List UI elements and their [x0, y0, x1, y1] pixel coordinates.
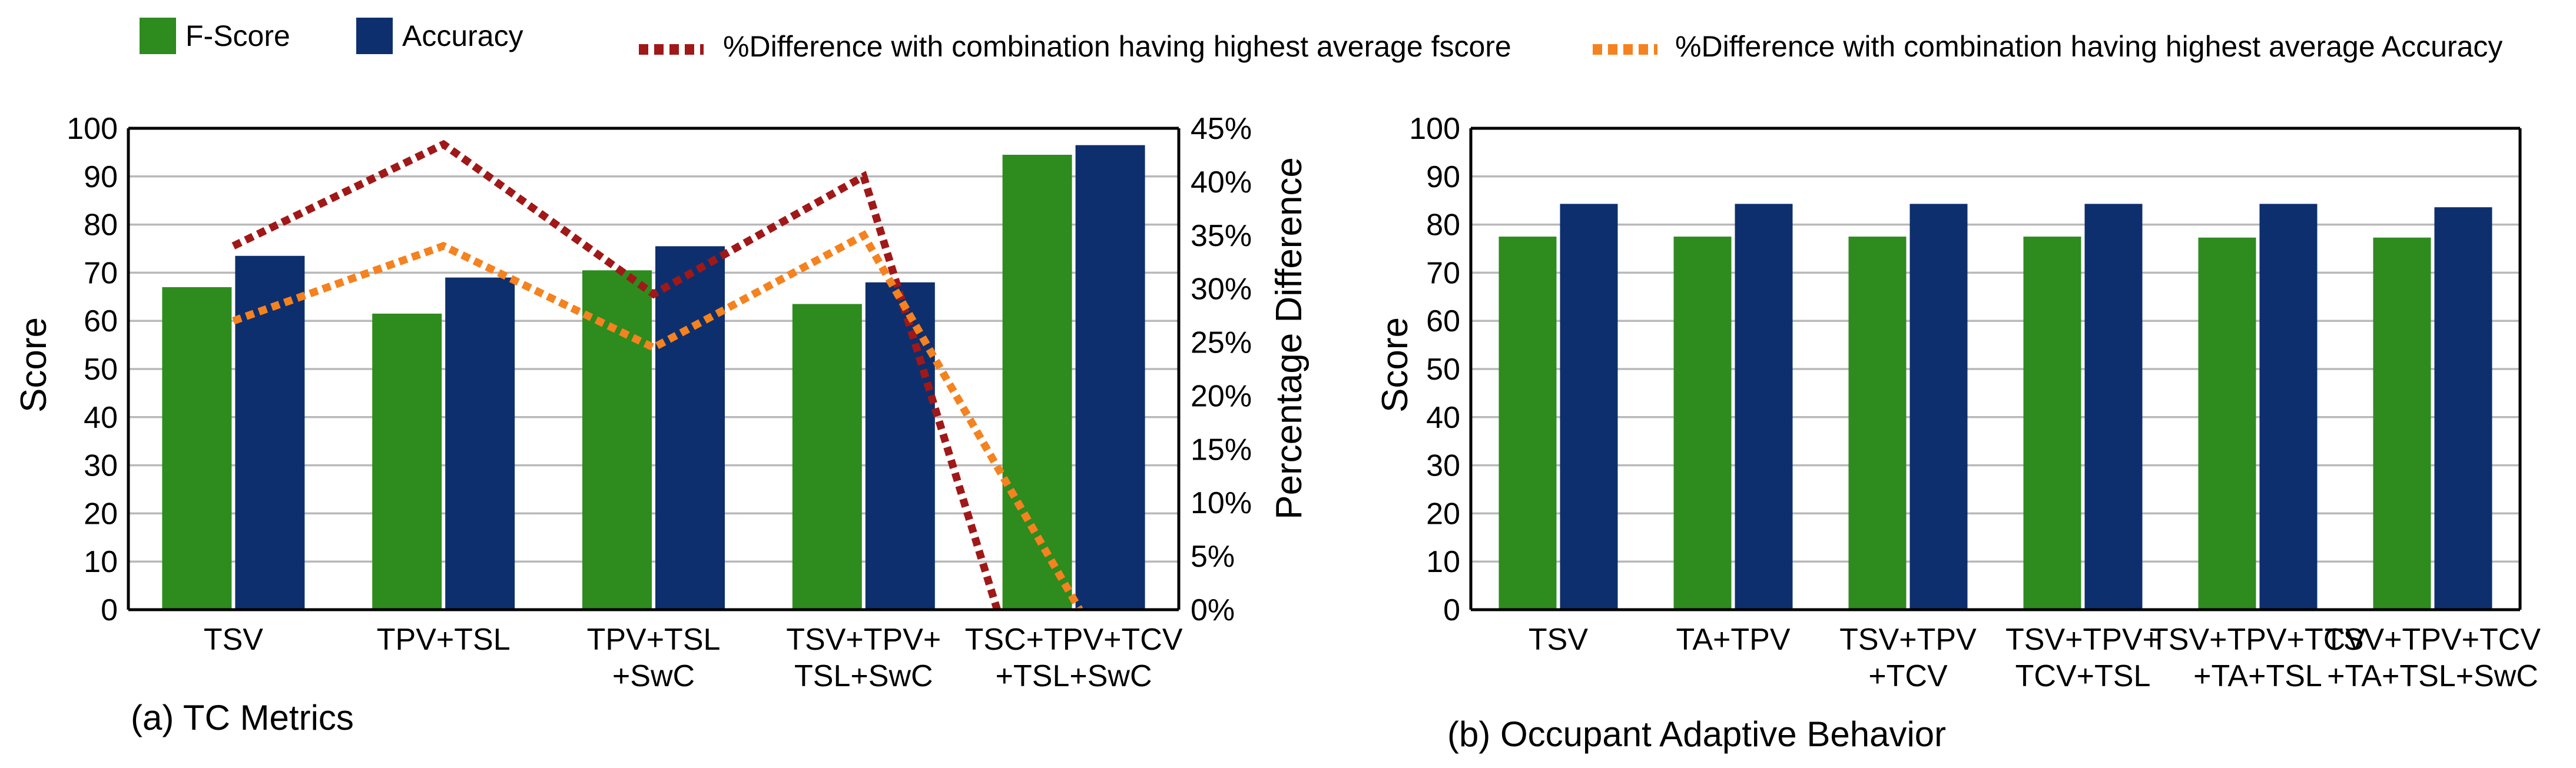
- y2-tick-label: 5%: [1191, 540, 1235, 574]
- panel-b-caption: (b) Occupant Adaptive Behavior: [1447, 714, 1946, 754]
- y-tick-label: 60: [84, 304, 118, 338]
- bar-fscore-3: [792, 304, 862, 610]
- bar-fscore-1: [1673, 237, 1732, 610]
- panel-a-caption: (a) TC Metrics: [131, 698, 354, 737]
- y2-tick-label: 15%: [1191, 433, 1252, 467]
- bar-fscore-2: [1848, 237, 1907, 610]
- x-tick-label: TPV+TSL: [377, 623, 510, 657]
- x-tick-label: +TSL+SwC: [996, 659, 1152, 693]
- panel-b-bars: [1498, 204, 2492, 610]
- bar-fscore-0: [1498, 237, 1557, 610]
- y-tick-label: 40: [84, 401, 118, 435]
- y-tick-label: 80: [1426, 208, 1460, 242]
- x-tick-label: +SwC: [612, 659, 695, 693]
- panel-a-tc-metrics: 0 10 20 30 40 50 60 70 80 90 100 0% 5% 10% 15% 20% 25% 3…: [14, 112, 1309, 737]
- x-tick-label: TSC+TPV+TCV: [965, 623, 1183, 657]
- x-tick-label: TSV+TPV+: [786, 623, 941, 657]
- y2-tick-label: 10%: [1191, 486, 1252, 520]
- y2-tick-label: 25%: [1191, 326, 1252, 360]
- bar-fscore-1: [372, 313, 442, 610]
- bar-fscore-5: [2373, 237, 2431, 610]
- bar-accuracy-2: [1909, 204, 1968, 610]
- line-diff-fscore: [231, 139, 1001, 611]
- bar-fscore-3: [2023, 237, 2081, 610]
- bar-fscore-2: [582, 270, 652, 610]
- y-tick-label: 50: [1426, 353, 1460, 387]
- y2-tick-label: 40%: [1191, 165, 1252, 200]
- legend-diff-fscore-label: %Difference with combination having high…: [723, 30, 1511, 63]
- legend-diff-accuracy-label: %Difference with combination having high…: [1675, 30, 2502, 63]
- x-tick-label: TA+TPV: [1676, 623, 1790, 657]
- y-tick-label: 20: [1426, 497, 1460, 531]
- legend-accuracy-label: Accuracy: [402, 19, 523, 52]
- x-tick-label: TSV: [204, 623, 263, 657]
- x-tick-label: TSL+SwC: [794, 659, 933, 693]
- bar-fscore-4: [1002, 154, 1072, 610]
- bar-accuracy-1: [445, 277, 515, 610]
- y2-tick-label: 0%: [1191, 593, 1235, 627]
- y-tick-label: 0: [101, 593, 118, 627]
- y-tick-label: 80: [84, 208, 118, 242]
- panel-a-y-tick-labels: 0 10 20 30 40 50 60 70 80 90 100: [67, 112, 118, 627]
- y-tick-label: 20: [84, 497, 118, 531]
- bar-fscore-0: [162, 287, 232, 610]
- panel-b-y-axis-label: Score: [1375, 317, 1415, 413]
- y-tick-label: 0: [1443, 593, 1460, 627]
- bar-fscore-4: [2198, 237, 2256, 610]
- bar-accuracy-5: [2434, 207, 2492, 610]
- y-tick-label: 60: [1426, 304, 1460, 338]
- bar-accuracy-3: [865, 282, 935, 610]
- y-tick-label: 70: [1426, 256, 1460, 290]
- panel-b-axes: [1469, 127, 2522, 611]
- x-tick-label: TSV+TPV: [1839, 623, 1977, 657]
- panel-b-gridlines: [1471, 127, 2520, 563]
- y-tick-label: 90: [1426, 160, 1460, 194]
- panel-a-y2-tick-labels: 0% 5% 10% 15% 20% 25% 30% 35% 40% 45%: [1191, 112, 1252, 627]
- bar-accuracy-0: [1560, 204, 1618, 610]
- y-tick-label: 90: [84, 160, 118, 194]
- x-tick-label: TCV+TSL: [2015, 659, 2151, 693]
- legend-fscore-swatch: [140, 18, 176, 54]
- y-tick-label: 40: [1426, 401, 1460, 435]
- bar-accuracy-2: [655, 246, 725, 610]
- panel-a-x-tick-labels: TSV TPV+TSL TPV+TSL+SwCTSV+TPV+TSL+SwCTSC+…: [204, 623, 1183, 693]
- bar-accuracy-1: [1735, 204, 1793, 610]
- panel-a-difference-lines: [231, 139, 1083, 612]
- legend: F-Score Accuracy %Difference with combin…: [140, 18, 2502, 63]
- x-tick-label: +TCV: [1868, 659, 1948, 693]
- y2-tick-label: 35%: [1191, 219, 1252, 253]
- bar-accuracy-4: [2259, 204, 2318, 610]
- x-tick-label: TPV+TSL: [587, 623, 721, 657]
- panel-a-y2-axis-label: Percentage Difference: [1269, 157, 1309, 520]
- bar-accuracy-4: [1075, 145, 1145, 610]
- y-tick-label: 50: [84, 353, 118, 387]
- y-tick-label: 30: [1426, 449, 1460, 483]
- x-tick-label: TSV+TPV+: [2005, 623, 2160, 657]
- y2-tick-label: 20%: [1191, 379, 1252, 413]
- y2-tick-label: 30%: [1191, 272, 1252, 307]
- x-tick-label: TSV: [1529, 623, 1588, 657]
- panel-a-bars: [162, 145, 1145, 610]
- y2-tick-label: 45%: [1191, 112, 1252, 146]
- y-tick-label: 10: [84, 545, 118, 579]
- legend-accuracy-swatch: [356, 18, 393, 54]
- y-tick-label: 30: [84, 449, 118, 483]
- y-tick-label: 70: [84, 256, 118, 290]
- y-tick-label: 100: [1409, 112, 1460, 146]
- bar-accuracy-0: [235, 255, 305, 610]
- y-tick-label: 10: [1426, 545, 1460, 579]
- x-tick-label: TSV+TPV+TCV: [2325, 623, 2541, 657]
- x-tick-label: TSV+TPV+TCV: [2150, 623, 2366, 657]
- x-tick-label: +TA+TSL: [2193, 659, 2322, 693]
- legend-fscore-label: F-Score: [185, 19, 290, 52]
- bar-accuracy-3: [2084, 204, 2143, 610]
- panel-b-y-tick-labels: 0 10 20 30 40 50 60 70 80 90 100: [1409, 112, 1460, 627]
- y-tick-label: 100: [67, 112, 118, 146]
- x-tick-label: +TA+TSL+SwC: [2327, 659, 2538, 693]
- panel-a-axes: [127, 127, 1181, 611]
- panel-a-y-axis-label: Score: [14, 317, 54, 413]
- panel-b-x-tick-labels: TSV TA+TPV TSV+TPV+TCVTSV+TPV+TCV+TSLTSV+T…: [1529, 623, 2541, 693]
